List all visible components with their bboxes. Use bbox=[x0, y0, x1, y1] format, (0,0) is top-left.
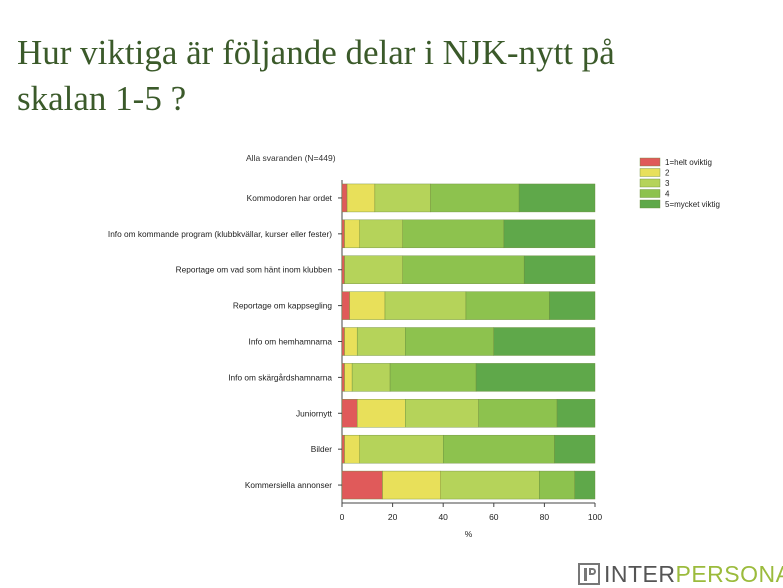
legend-entry: 2 bbox=[665, 169, 670, 178]
bar-segment-6-series-2 bbox=[344, 363, 353, 392]
category-label: Reportage om kappsegling bbox=[233, 301, 333, 311]
category-label: Info om kommande program (klubbkvällar, … bbox=[108, 229, 332, 239]
bar-segment-1-series-1 bbox=[341, 183, 348, 213]
category-label: Reportage om vad som hänt inom klubben bbox=[176, 265, 333, 275]
bar-segment-3-series-4 bbox=[402, 255, 525, 284]
bar-segment-9-series-3 bbox=[440, 470, 540, 500]
bar-segment-4-series-1 bbox=[341, 291, 350, 320]
x-tick-label: 0 bbox=[340, 512, 345, 522]
title-line-1: Hur viktiga är följande delar i NJK-nytt… bbox=[17, 33, 615, 72]
bar-segment-1-series-2 bbox=[346, 183, 376, 213]
bar-segment-5-series-3 bbox=[356, 327, 406, 356]
legend-entry: 5=mycket viktig bbox=[665, 200, 720, 209]
bar-segment-3-series-5 bbox=[523, 255, 596, 284]
bar-segment-2-series-1 bbox=[341, 219, 345, 249]
stacked-bar-chart: Alla svaranden (N=449) Kommodoren har ord… bbox=[108, 153, 720, 539]
interpersona-logo: INTER PERSONA bbox=[578, 560, 783, 588]
bar-segment-6-series-5 bbox=[475, 363, 596, 392]
x-tick-label: 80 bbox=[540, 512, 550, 522]
bar-segment-7-series-1 bbox=[341, 399, 358, 428]
bar-segment-4-series-2 bbox=[349, 291, 386, 320]
bar-segment-9-series-2 bbox=[382, 470, 441, 500]
x-tick-label: 60 bbox=[489, 512, 499, 522]
logo-mark-icon bbox=[578, 563, 600, 585]
category-label: Juniornytt bbox=[296, 408, 333, 418]
bar-segment-4-series-4 bbox=[465, 291, 550, 320]
category-label: Kommodoren har ordet bbox=[247, 193, 333, 203]
chart-subtitle: Alla svaranden (N=449) bbox=[246, 153, 336, 163]
bar-segment-6-series-3 bbox=[351, 363, 391, 392]
bar-segment-5-series-2 bbox=[344, 327, 358, 356]
bar-segment-2-series-2 bbox=[344, 219, 360, 249]
bar-segment-5-series-5 bbox=[493, 327, 596, 356]
bar-segment-7-series-2 bbox=[356, 399, 406, 428]
bar-segment-2-series-4 bbox=[402, 219, 505, 249]
bar-segment-1-series-5 bbox=[518, 183, 596, 213]
category-label: Bilder bbox=[311, 444, 332, 454]
category-label: Info om hemhamnarna bbox=[249, 337, 333, 347]
bar-segment-8-series-4 bbox=[443, 434, 555, 464]
legend-entry: 1=helt oviktig bbox=[665, 158, 712, 167]
bar-segment-2-series-3 bbox=[359, 219, 403, 249]
bar-segment-2-series-5 bbox=[503, 219, 596, 249]
bar-segment-7-series-3 bbox=[405, 399, 479, 428]
legend-swatch bbox=[639, 199, 661, 209]
logo-text-part1: INTER bbox=[604, 560, 676, 587]
title-line-2: skalan 1-5 ? bbox=[17, 79, 187, 118]
category-label: Info om skärgårdshamnarna bbox=[228, 372, 332, 382]
slide-title: Hur viktiga är följande delar i NJK-nytt… bbox=[17, 30, 737, 122]
legend-entry: 4 bbox=[665, 190, 670, 199]
legend-swatch bbox=[639, 168, 661, 177]
category-label: Kommersiella annonser bbox=[245, 480, 332, 490]
bar-segment-8-series-2 bbox=[344, 434, 360, 464]
bar-segment-1-series-3 bbox=[374, 183, 431, 213]
bar-segment-5-series-1 bbox=[341, 327, 345, 356]
x-tick-label: 100 bbox=[588, 512, 602, 522]
bar-segment-9-series-5 bbox=[574, 470, 596, 500]
bar-segment-5-series-4 bbox=[405, 327, 495, 356]
bar-segment-6-series-1 bbox=[341, 363, 345, 392]
bar-segment-4-series-5 bbox=[549, 291, 596, 320]
bar-segment-4-series-3 bbox=[384, 291, 467, 320]
bar-segment-8-series-5 bbox=[554, 434, 596, 464]
x-axis-label: % bbox=[465, 529, 473, 539]
bar-segment-3-series-3 bbox=[344, 255, 403, 284]
bar-segment-1-series-4 bbox=[430, 183, 520, 213]
bar-segment-6-series-4 bbox=[389, 363, 477, 392]
bar-segment-8-series-3 bbox=[359, 434, 444, 464]
legend-swatch bbox=[639, 157, 661, 167]
bar-segment-3-series-1 bbox=[341, 255, 345, 284]
x-tick-label: 40 bbox=[438, 512, 448, 522]
bar-segment-7-series-4 bbox=[478, 399, 558, 428]
logo-text-part2: PERSONA bbox=[675, 560, 783, 587]
bar-segment-7-series-5 bbox=[556, 399, 596, 428]
bar-segment-8-series-1 bbox=[341, 434, 345, 464]
legend-entry: 3 bbox=[665, 179, 670, 188]
bar-segment-9-series-1 bbox=[341, 470, 383, 500]
legend-swatch bbox=[639, 178, 661, 188]
legend-swatch bbox=[639, 189, 661, 198]
x-tick-label: 20 bbox=[388, 512, 398, 522]
bar-segment-9-series-4 bbox=[539, 470, 575, 500]
